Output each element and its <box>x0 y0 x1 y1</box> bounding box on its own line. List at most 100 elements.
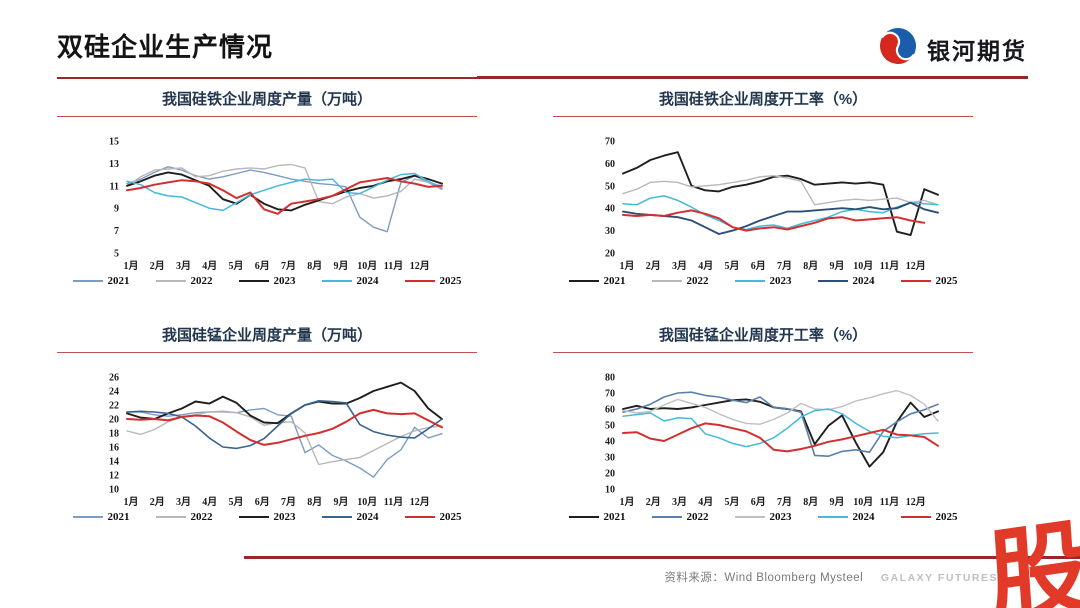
x-axis-tick: 11月 <box>384 496 403 508</box>
chart-legend: 2021 2022 2023 2024 2025 <box>553 511 973 523</box>
header-divider <box>57 77 477 79</box>
x-axis-tick: 4月 <box>202 496 217 508</box>
y-axis-tick: 20 <box>109 415 119 426</box>
legend-swatch <box>238 515 269 519</box>
chart-canvas: 26 24 22 20 18 16 14 12 10 1月 2月 3月 4月 5月 6月 7月 8月 9月 10月 1… <box>109 373 443 508</box>
y-axis-tick: 18 <box>109 429 119 440</box>
data-source-label: 资料来源：Wind Bloomberg Mysteel <box>664 572 864 584</box>
x-axis-tick: 1月 <box>124 260 139 272</box>
x-axis-tick: 6月 <box>255 260 270 272</box>
legend-item-2025: 2025 <box>900 511 958 523</box>
legend-item-2022: 2022 <box>651 275 709 287</box>
chart-canvas: 80 70 60 50 40 30 20 10 1月 2月 3月 4月 5月 6月 7月 8月 9月 10月 11月… <box>605 373 939 508</box>
series-line-2023 <box>622 389 939 425</box>
footer: 资料来源：Wind Bloomberg Mysteel GALAXY FUTUR… <box>0 569 998 585</box>
legend-label: 2022 <box>686 275 709 287</box>
legend-label: 2022 <box>190 511 213 523</box>
x-axis-tick: 10月 <box>853 260 873 272</box>
y-axis-tick: 15 <box>109 137 119 148</box>
legend-swatch <box>734 279 765 283</box>
y-axis-tick: 16 <box>109 443 119 454</box>
chart-title-underline <box>553 116 973 117</box>
legend-item-2025: 2025 <box>404 511 462 523</box>
legend-label: 2025 <box>935 511 958 523</box>
x-axis-tick: 3月 <box>176 260 191 272</box>
legend-item-2024: 2024 <box>817 275 875 287</box>
y-axis-tick: 80 <box>605 373 615 384</box>
x-axis-tick: 6月 <box>751 260 766 272</box>
x-axis-tick: 5月 <box>229 260 244 272</box>
brand-watermark-text: GALAXY FUTURES <box>880 572 998 584</box>
x-axis-tick: 1月 <box>124 496 139 508</box>
footer-divider <box>244 556 1080 559</box>
legend-label: 2021 <box>107 511 130 523</box>
x-axis-tick: 3月 <box>672 496 687 508</box>
x-axis-tick: 12月 <box>906 496 926 508</box>
chart-canvas: 15 13 11 9 7 5 1月 2月 3月 4月 5月 6月 7月 8月 9月 10月 11月 12月 <box>109 137 443 272</box>
legend-swatch <box>568 515 599 519</box>
page-title: 双硅企业生产情况 <box>57 32 274 62</box>
series-line-2023 <box>622 195 939 231</box>
x-axis-tick: 7月 <box>777 260 792 272</box>
legend-label: 2024 <box>356 511 379 523</box>
y-axis-tick: 30 <box>605 453 615 464</box>
x-axis-tick: 10月 <box>853 496 873 508</box>
y-axis-tick: 20 <box>605 249 615 260</box>
legend-item-2021: 2021 <box>72 511 130 523</box>
chart-panel-silicomanganese-weekly-output: 我国硅锰企业周度产量（万吨） 26 24 22 20 18 16 14 12 10 1月 2月 3月 4… <box>57 324 477 523</box>
y-axis-tick: 22 <box>109 401 119 412</box>
legend-swatch <box>651 515 682 519</box>
legend-item-2022: 2022 <box>155 275 213 287</box>
legend-item-2021: 2021 <box>568 275 626 287</box>
x-axis-tick: 2月 <box>150 260 165 272</box>
chart-panel-ferrosilicon-weekly-output: 我国硅铁企业周度产量（万吨） 15 13 11 9 7 5 1月 2月 3月 4月 5月 6月 7月 8月… <box>57 88 477 287</box>
legend-item-2024: 2024 <box>817 511 875 523</box>
x-axis-tick: 4月 <box>698 260 713 272</box>
legend-label: 2023 <box>769 275 792 287</box>
y-axis-tick: 70 <box>605 137 615 148</box>
legend-swatch <box>155 279 186 283</box>
series-line-2025 <box>622 422 939 453</box>
chart-title-underline <box>57 352 477 353</box>
legend-swatch <box>817 279 848 283</box>
x-axis-tick: 9月 <box>830 260 845 272</box>
legend-item-2021: 2021 <box>72 275 130 287</box>
galaxy-swirl-icon <box>878 26 918 71</box>
legend-item-2023: 2023 <box>734 275 792 287</box>
y-axis-tick: 40 <box>605 437 615 448</box>
legend-label: 2024 <box>852 511 875 523</box>
series-line-2021 <box>126 166 443 233</box>
legend-swatch <box>900 515 931 519</box>
legend-item-2023: 2023 <box>238 275 296 287</box>
x-axis-tick: 12月 <box>410 496 430 508</box>
x-axis-tick: 9月 <box>334 260 349 272</box>
chart-title: 我国硅铁企业周度开工率（%） <box>658 91 868 108</box>
series-line-2025 <box>622 209 926 232</box>
legend-swatch <box>817 515 848 519</box>
series-line-2024 <box>622 201 939 235</box>
chart-legend: 2021 2022 2023 2024 2025 <box>57 511 477 523</box>
legend-item-2023: 2023 <box>238 511 296 523</box>
chart-panel-silicomanganese-operating-rate: 我国硅锰企业周度开工率（%） 80 70 60 50 40 30 20 10 1月 2月 3月 4月 5… <box>553 324 973 523</box>
y-axis-tick: 11 <box>110 181 119 192</box>
x-axis-tick: 5月 <box>229 496 244 508</box>
y-axis-tick: 30 <box>605 226 615 237</box>
y-axis-tick: 50 <box>605 421 615 432</box>
y-axis-tick: 24 <box>109 387 119 398</box>
x-axis-tick: 1月 <box>620 496 635 508</box>
x-axis-tick: 2月 <box>150 496 165 508</box>
x-axis-tick: 11月 <box>880 260 899 272</box>
legend-swatch <box>651 279 682 283</box>
x-axis-tick: 7月 <box>281 260 296 272</box>
company-name: 银河期货 <box>927 37 1027 64</box>
x-axis-tick: 2月 <box>646 496 661 508</box>
chart-legend: 2021 2022 2023 2024 2025 <box>553 275 973 287</box>
legend-swatch <box>321 279 352 283</box>
x-axis-tick: 12月 <box>906 260 926 272</box>
legend-swatch <box>900 279 931 283</box>
chart-title-underline <box>553 352 973 353</box>
chart-legend: 2021 2022 2023 2024 2025 <box>57 275 477 287</box>
x-axis-tick: 9月 <box>334 496 349 508</box>
legend-label: 2023 <box>273 275 296 287</box>
